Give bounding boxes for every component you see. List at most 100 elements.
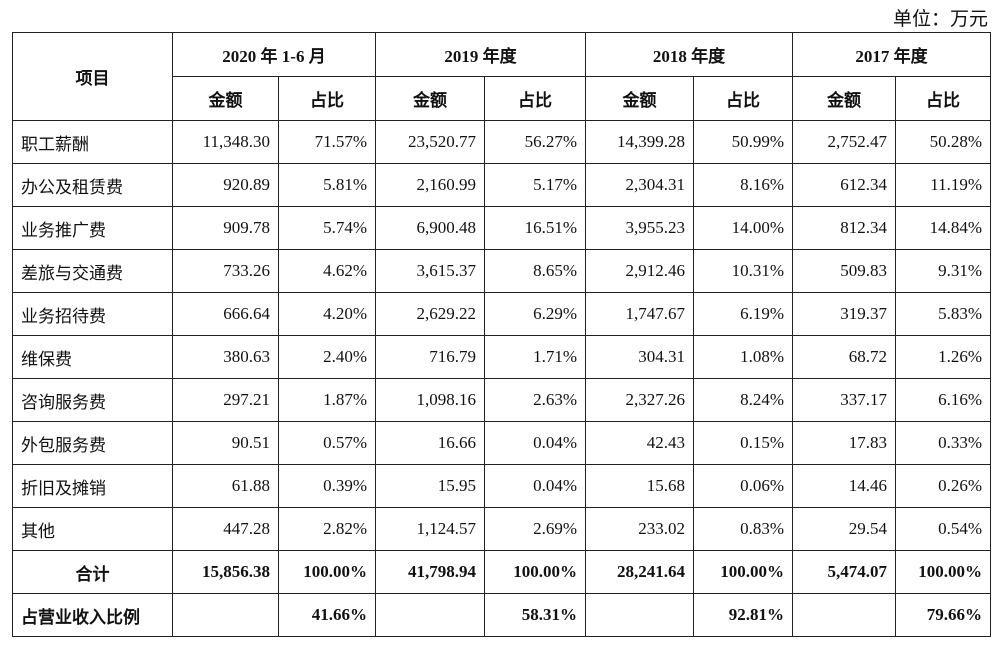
- table-cell: 0.39%: [277, 464, 377, 508]
- table-cell: 71.57%: [277, 120, 377, 164]
- table-cell: 占营业收入比例: [12, 593, 173, 637]
- unit-note: 单位：万元: [892, 9, 988, 30]
- table-row: 办公及租赁费 920.89 5.81% 2,160.99 5.17% 2,304.31 8.…: [12, 163, 992, 207]
- table-cell: [172, 593, 279, 637]
- table-row: 项目 2020 年 1-6 月 2019 年度 2018 年度 2017 年度: [12, 32, 992, 121]
- table-cell: 11,348.30: [172, 120, 279, 164]
- table-cell: 15.95: [375, 464, 486, 508]
- table-row: 职工薪酬 11,348.30 71.57% 23,520.77 56.27% 14,399…: [12, 120, 992, 164]
- table-cell: 337.17: [792, 378, 897, 422]
- table-cell: [585, 593, 695, 637]
- table-cell: 15,856.38: [172, 550, 279, 594]
- table-row: 维保费 380.63 2.40% 716.79 1.71% 304.31 1.08% 68.7…: [12, 335, 992, 379]
- table-cell: 1.26%: [895, 335, 992, 379]
- table-cell: 0.26%: [895, 464, 992, 508]
- table-cell: 差旅与交通费: [12, 249, 173, 293]
- table-cell: 716.79: [375, 335, 486, 379]
- table-cell: [375, 593, 486, 637]
- table-cell: 233.02: [585, 507, 695, 551]
- table-cell: 319.37: [792, 292, 897, 336]
- table-cell: 1,747.67: [585, 292, 695, 336]
- table-cell: 2020 年 1-6 月: [171, 32, 377, 77]
- table-cell: 6.16%: [895, 378, 992, 422]
- table-cell: 5.17%: [484, 163, 587, 207]
- table-cell: 咨询服务费: [12, 378, 173, 422]
- table-row: 业务推广费 909.78 5.74% 6,900.48 16.51% 3,955.23 14…: [12, 206, 992, 250]
- table-body: 项目 2020 年 1-6 月 2019 年度 2018 年度 2017 年度 金额 占比金…: [12, 32, 992, 637]
- table-cell: 17.83: [792, 421, 897, 465]
- table-cell: 11.19%: [895, 163, 992, 207]
- table-cell: 0.04%: [484, 464, 587, 508]
- table-cell: 28,241.64: [585, 550, 695, 594]
- table-row: 折旧及摊销 61.88 0.39% 15.95 0.04% 15.68 0.06% 14.46…: [12, 464, 992, 508]
- table-cell: 23,520.77: [375, 120, 486, 164]
- table-cell: 项目: [12, 32, 173, 121]
- table-cell: 业务招待费: [12, 292, 173, 336]
- table-cell: 0.57%: [277, 421, 377, 465]
- table-cell: 占比: [895, 76, 992, 121]
- table-cell: 2,912.46: [585, 249, 695, 293]
- table-cell: 2.40%: [277, 335, 377, 379]
- table-cell: 4.62%: [277, 249, 377, 293]
- table-cell: 4.20%: [277, 292, 377, 336]
- table-cell: 909.78: [172, 206, 279, 250]
- table-row: 咨询服务费 297.21 1.87% 1,098.16 2.63% 2,327.26 8.2…: [12, 378, 992, 422]
- table-cell: 0.04%: [484, 421, 587, 465]
- table-cell: 5.83%: [895, 292, 992, 336]
- table-cell: 2018 年度: [585, 32, 794, 77]
- table-cell: 职工薪酬: [12, 120, 173, 164]
- table-row: 金额 占比 金额 占比 金额 占比 金额 占比: [13, 76, 992, 121]
- table-cell: 29.54: [792, 507, 897, 551]
- table-cell: 占比: [484, 76, 587, 121]
- table-cell: 56.27%: [484, 120, 587, 164]
- table-row: 合计 15,856.38 100.00% 41,798.94 100.00% 28,241…: [12, 550, 992, 594]
- table-cell: 10.31%: [693, 249, 794, 293]
- table-cell: 61.88: [172, 464, 279, 508]
- table-cell: 金额: [792, 76, 897, 121]
- table-cell: 58.31%: [484, 593, 587, 637]
- table-cell: 业务推广费: [12, 206, 173, 250]
- table-cell: 79.66%: [895, 593, 992, 637]
- table-cell: 5.81%: [277, 163, 377, 207]
- table-cell: 3,615.37: [375, 249, 486, 293]
- table-cell: 14.46: [792, 464, 897, 508]
- table-cell: 380.63: [172, 335, 279, 379]
- table-cell: 42.43: [585, 421, 695, 465]
- table-cell: 2,304.31: [585, 163, 695, 207]
- table-cell: 666.64: [172, 292, 279, 336]
- table-cell: 612.34: [792, 163, 897, 207]
- table-cell: 92.81%: [693, 593, 794, 637]
- table-cell: 外包服务费: [12, 421, 173, 465]
- table-cell: 1.87%: [277, 378, 377, 422]
- table-cell: 14,399.28: [585, 120, 695, 164]
- table-cell: 2,752.47: [792, 120, 897, 164]
- table-cell: 100.00%: [484, 550, 587, 594]
- table-cell: 1.71%: [484, 335, 587, 379]
- table-cell: 占比: [277, 76, 377, 121]
- table-cell: 3,955.23: [585, 206, 695, 250]
- table-cell: 0.54%: [895, 507, 992, 551]
- table-cell: 16.66: [375, 421, 486, 465]
- table-cell: 68.72: [792, 335, 897, 379]
- table-cell: [792, 593, 897, 637]
- table-cell: 维保费: [12, 335, 173, 379]
- table-cell: 41,798.94: [375, 550, 486, 594]
- table-row: 其他 447.28 2.82% 1,124.57 2.69% 233.02 0.83% 29.…: [12, 507, 992, 551]
- table-cell: 办公及租赁费: [12, 163, 173, 207]
- table-cell: 2,629.22: [375, 292, 486, 336]
- table-cell: 其他: [12, 507, 173, 551]
- table-cell: 50.99%: [693, 120, 794, 164]
- table-cell: 100.00%: [277, 550, 377, 594]
- table-cell: 0.83%: [693, 507, 794, 551]
- table-cell: 812.34: [792, 206, 897, 250]
- table-cell: 2.69%: [484, 507, 587, 551]
- table-cell: 8.16%: [693, 163, 794, 207]
- table-cell: 304.31: [585, 335, 695, 379]
- table-cell: 6,900.48: [375, 206, 486, 250]
- table-cell: 100.00%: [693, 550, 794, 594]
- table-cell: 2.82%: [277, 507, 377, 551]
- table-cell: 50.28%: [895, 120, 992, 164]
- table-cell: 0.06%: [693, 464, 794, 508]
- table-cell: 1.08%: [693, 335, 794, 379]
